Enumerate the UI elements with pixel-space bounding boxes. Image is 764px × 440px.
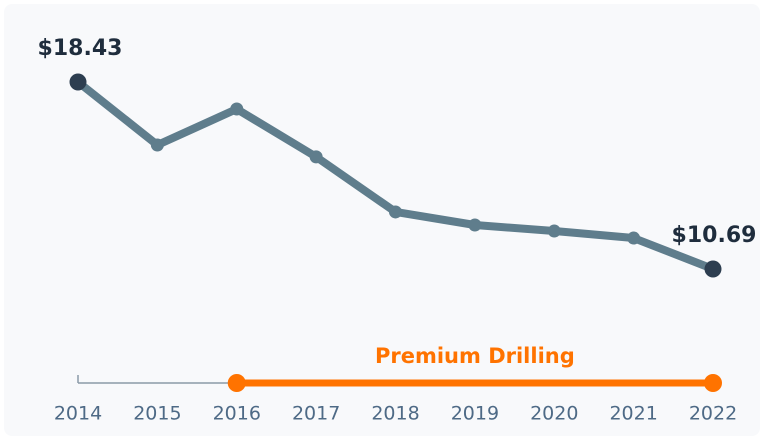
annotation-dot [227,374,246,392]
point [230,102,244,116]
x-tick-label: 2017 [292,403,340,425]
value-label: $18.43 [38,36,123,61]
x-tick-label: 2016 [213,403,261,425]
point [69,73,87,91]
x-tick-label: 2021 [609,403,657,425]
point [150,138,164,152]
x-tick-label: 2018 [371,403,419,425]
point [468,218,482,232]
card [4,4,760,436]
x-tick-label: 2015 [133,403,181,425]
annotation-label: Premium Drilling [375,344,575,368]
x-tick-label: 2022 [689,403,737,425]
point [547,224,561,238]
value-label: $10.69 [672,223,757,248]
point [704,260,722,278]
point [389,205,402,219]
x-tick-label: 2019 [451,403,499,425]
x-tick-label: 2020 [530,403,578,425]
point [627,231,641,245]
x-tick-label: 2014 [54,403,102,425]
annotation-dot [704,374,722,392]
point [309,150,323,164]
